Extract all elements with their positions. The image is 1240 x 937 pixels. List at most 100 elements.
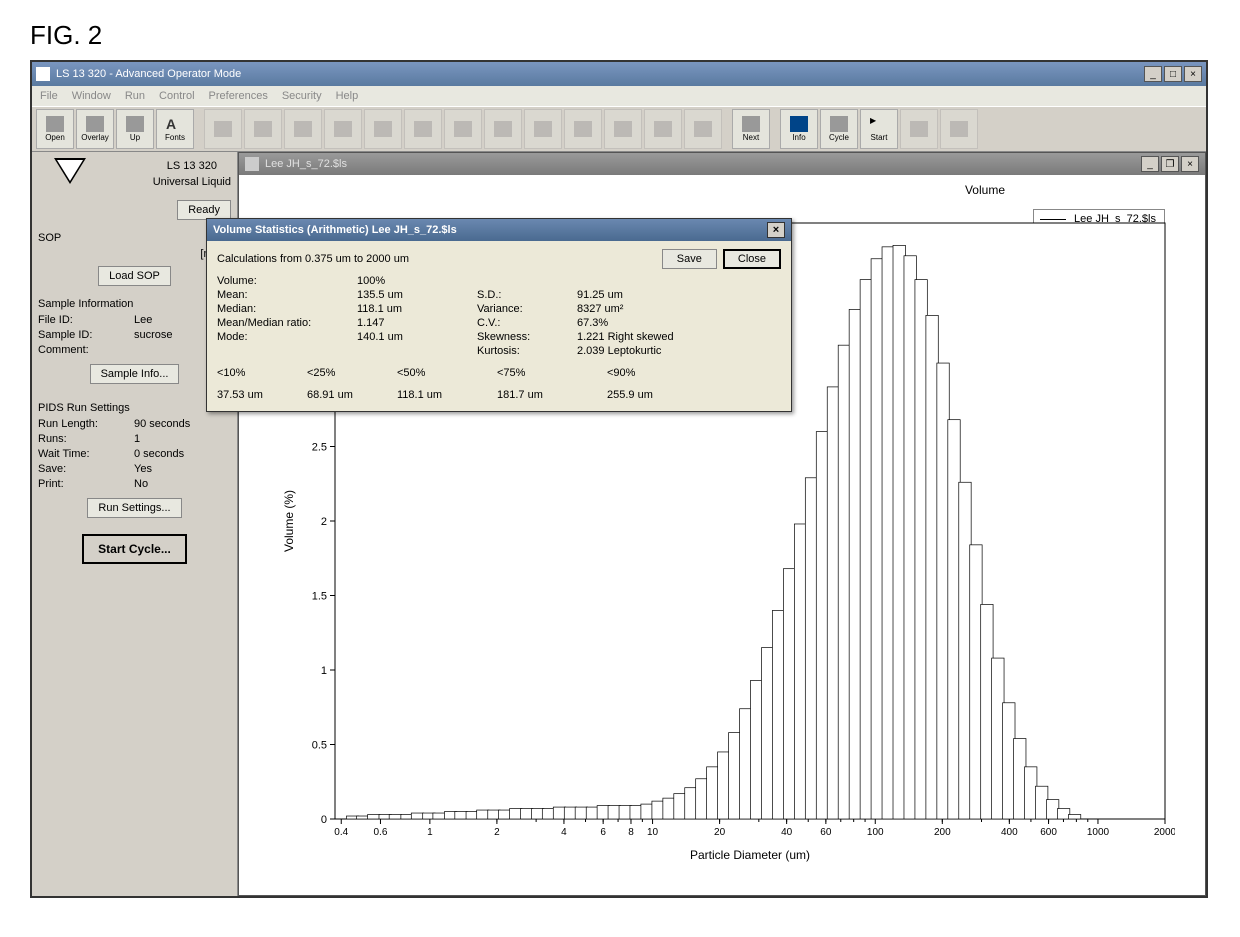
dlg-var-label: Variance: (477, 303, 577, 315)
tool-up[interactable]: Up (116, 109, 154, 149)
svg-text:40: 40 (781, 827, 793, 838)
tool-dim13 (684, 109, 722, 149)
dlg-sd-value: 91.25 um (577, 289, 767, 301)
sop-heading: SOP (38, 232, 231, 244)
dlg-var-value: 8327 um² (577, 303, 767, 315)
p75h: <75% (497, 367, 607, 379)
minimize-button[interactable]: _ (1144, 66, 1162, 82)
tool-start[interactable]: ▶Start (860, 109, 898, 149)
sample-id-label: Sample ID: (38, 329, 134, 341)
p90v: 255.9 um (607, 389, 717, 401)
svg-text:0.6: 0.6 (374, 827, 388, 838)
svg-text:4: 4 (561, 827, 567, 838)
doc-minimize-button[interactable]: _ (1141, 156, 1159, 172)
device-icon (54, 158, 86, 184)
dialog-save-button[interactable]: Save (662, 249, 717, 269)
close-button[interactable]: × (1184, 66, 1202, 82)
svg-text:2: 2 (494, 827, 500, 838)
figure-label: FIG. 2 (30, 20, 102, 51)
dialog-close-button[interactable]: Close (723, 249, 781, 269)
dlg-sd-label: S.D.: (477, 289, 577, 301)
tool-info[interactable]: Info (780, 109, 818, 149)
maximize-button[interactable]: □ (1164, 66, 1182, 82)
sop-value: [none] (38, 248, 231, 260)
svg-text:1: 1 (321, 665, 327, 677)
load-sop-button[interactable]: Load SOP (98, 266, 171, 286)
svg-text:60: 60 (820, 827, 832, 838)
tool-overlay[interactable]: Overlay (76, 109, 114, 149)
ready-button[interactable]: Ready (177, 200, 231, 220)
menu-security[interactable]: Security (282, 90, 322, 102)
file-id-value: Lee (134, 314, 152, 326)
tool-dim1 (204, 109, 242, 149)
svg-text:20: 20 (714, 827, 726, 838)
dlg-median-value: 118.1 um (357, 303, 477, 315)
svg-text:10: 10 (647, 827, 659, 838)
app-title: LS 13 320 - Advanced Operator Mode (56, 68, 241, 80)
svg-text:1: 1 (427, 827, 433, 838)
tool-dim15 (940, 109, 978, 149)
sample-info-heading: Sample Information (38, 298, 231, 310)
dlg-median-label: Median: (217, 303, 357, 315)
start-cycle-button[interactable]: Start Cycle... (82, 534, 187, 564)
dlg-volume-value: 100% (357, 275, 477, 287)
doc-icon (245, 157, 259, 171)
dialog-close-x-button[interactable]: × (767, 222, 785, 238)
tool-dim3 (284, 109, 322, 149)
tool-fonts[interactable]: AFonts (156, 109, 194, 149)
tool-dim14 (900, 109, 938, 149)
svg-text:2: 2 (321, 516, 327, 528)
dlg-volume-label: Volume: (217, 275, 357, 287)
menu-help[interactable]: Help (336, 90, 359, 102)
app-window: LS 13 320 - Advanced Operator Mode _ □ ×… (30, 60, 1208, 898)
tool-cycle[interactable]: Cycle (820, 109, 858, 149)
tool-dim9 (524, 109, 562, 149)
run-settings-button[interactable]: Run Settings... (87, 498, 181, 518)
dlg-ratio-value: 1.147 (357, 317, 477, 329)
menu-window[interactable]: Window (72, 90, 111, 102)
sample-info-button[interactable]: Sample Info... (90, 364, 180, 384)
menu-preferences[interactable]: Preferences (209, 90, 268, 102)
save-value: Yes (134, 463, 152, 475)
dlg-mean-label: Mean: (217, 289, 357, 301)
tool-open[interactable]: Open (36, 109, 74, 149)
wait-value: 0 seconds (134, 448, 184, 460)
svg-text:1.5: 1.5 (312, 591, 327, 603)
svg-text:2000: 2000 (1154, 827, 1175, 838)
menu-file[interactable]: File (40, 90, 58, 102)
tool-dim6 (404, 109, 442, 149)
doc-restore-button[interactable]: ❐ (1161, 156, 1179, 172)
doc-close-button[interactable]: × (1181, 156, 1199, 172)
dialog-title: Volume Statistics (Arithmetic) Lee JH_s_… (213, 224, 457, 236)
tool-dim11 (604, 109, 642, 149)
app-titlebar: LS 13 320 - Advanced Operator Mode _ □ × (32, 62, 1206, 86)
dlg-cv-label: C.V.: (477, 317, 577, 329)
svg-text:1000: 1000 (1087, 827, 1110, 838)
comment-label: Comment: (38, 344, 134, 356)
svg-text:Particle Diameter (um): Particle Diameter (um) (690, 848, 810, 862)
file-id-label: File ID: (38, 314, 134, 326)
menu-control[interactable]: Control (159, 90, 194, 102)
tool-dim4 (324, 109, 362, 149)
svg-text:6: 6 (600, 827, 606, 838)
liquid-label: Universal Liquid (153, 176, 231, 188)
dlg-cv-value: 67.3% (577, 317, 767, 329)
print-value: No (134, 478, 148, 490)
run-length-value: 90 seconds (134, 418, 190, 430)
tool-next[interactable]: Next (732, 109, 770, 149)
dlg-kurt-value: 2.039 Leptokurtic (577, 345, 767, 357)
dlg-skew-value: 1.221 Right skewed (577, 331, 767, 343)
p25v: 68.91 um (307, 389, 397, 401)
dlg-skew-label: Skewness: (477, 331, 577, 343)
dlg-ratio-label: Mean/Median ratio: (217, 317, 357, 329)
dialog-titlebar[interactable]: Volume Statistics (Arithmetic) Lee JH_s_… (207, 219, 791, 241)
p10h: <10% (217, 367, 307, 379)
menu-run[interactable]: Run (125, 90, 145, 102)
svg-text:100: 100 (867, 827, 884, 838)
svg-text:0: 0 (321, 814, 327, 826)
svg-text:0.4: 0.4 (334, 827, 348, 838)
p90h: <90% (607, 367, 717, 379)
tool-dim2 (244, 109, 282, 149)
p50h: <50% (397, 367, 497, 379)
svg-text:600: 600 (1040, 827, 1057, 838)
